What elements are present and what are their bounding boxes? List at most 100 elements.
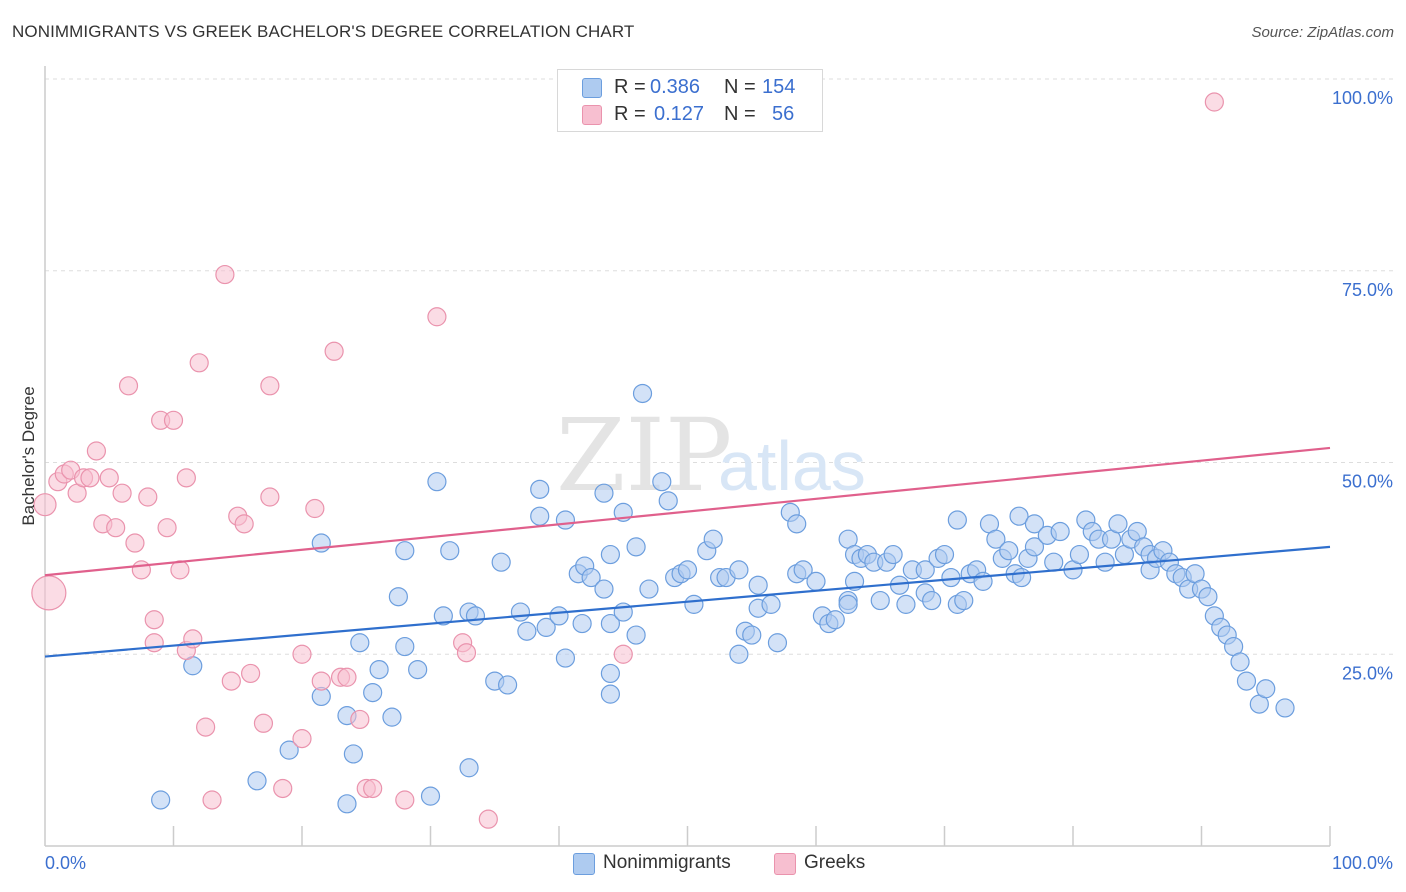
data-point-nonimmigrants	[555, 510, 576, 530]
data-point-greeks	[176, 468, 196, 488]
data-point-greeks	[125, 533, 145, 553]
data-point-nonimmigrants	[247, 771, 267, 791]
points-layer	[31, 92, 1295, 829]
data-point-nonimmigrants	[806, 571, 826, 591]
data-point-nonimmigrants	[883, 544, 903, 565]
y-tick-label: 50.0%	[1342, 472, 1393, 492]
data-point-nonimmigrants	[600, 684, 621, 704]
data-point-nonimmigrants	[677, 560, 698, 580]
watermark-atlas: atlas	[718, 427, 866, 505]
legend-n-value: 154	[762, 76, 796, 98]
chart-title: NONIMMIGRANTS VS GREEK BACHELOR'S DEGREE…	[12, 22, 635, 41]
data-point-greeks	[478, 809, 498, 829]
data-point-greeks	[395, 790, 415, 810]
data-point-nonimmigrants	[555, 648, 576, 668]
data-point-nonimmigrants	[947, 510, 967, 530]
data-point-nonimmigrants	[626, 625, 646, 645]
data-point-nonimmigrants	[491, 552, 511, 572]
trend-layer	[44, 446, 1331, 658]
data-point-nonimmigrants	[767, 633, 788, 653]
data-point-nonimmigrants	[793, 560, 813, 580]
data-point-nonimmigrants	[279, 740, 299, 760]
data-point-greeks	[138, 487, 158, 507]
watermark-zip: ZIP	[556, 397, 732, 514]
data-point-nonimmigrants	[395, 541, 415, 561]
data-point-nonimmigrants	[986, 529, 1006, 549]
data-point-greeks	[112, 483, 132, 503]
data-point-greeks	[99, 468, 119, 488]
data-point-nonimmigrants	[922, 590, 942, 611]
data-point-nonimmigrants	[1230, 652, 1250, 672]
label-layer: 25.0% 50.0% 75.0% 100.0% 0.0% 100.0% Bachelor'…	[19, 88, 1393, 873]
data-point-nonimmigrants	[844, 571, 865, 591]
data-point-nonimmigrants	[652, 472, 672, 492]
data-point-nonimmigrants	[600, 663, 621, 684]
data-point-nonimmigrants	[517, 621, 537, 641]
data-point-greeks	[260, 376, 280, 396]
data-point-nonimmigrants	[343, 744, 363, 764]
data-point-greeks	[157, 518, 177, 538]
data-point-nonimmigrants	[549, 606, 569, 626]
data-point-nonimmigrants	[408, 659, 428, 680]
data-point-nonimmigrants	[1095, 552, 1115, 572]
data-point-greeks	[363, 778, 383, 799]
data-point-greeks	[292, 644, 312, 664]
data-point-nonimmigrants	[941, 567, 961, 588]
legend-r-value: 0.127	[654, 103, 705, 125]
stats-legend: R = 0.386 N = 154 R = 0.127 N = 56	[557, 69, 823, 132]
data-point-nonimmigrants	[395, 636, 415, 657]
legend-swatch-blue	[573, 853, 595, 875]
data-point-greeks	[311, 671, 331, 691]
data-point-greeks	[273, 778, 293, 799]
data-point-greeks	[202, 790, 222, 810]
data-point-nonimmigrants	[1009, 506, 1029, 526]
data-point-nonimmigrants	[530, 506, 550, 526]
data-point-nonimmigrants	[787, 514, 807, 534]
legend-swatch-pink	[582, 105, 602, 125]
data-point-greeks	[221, 671, 241, 691]
data-point-nonimmigrants	[1024, 537, 1045, 557]
data-point-greeks	[456, 643, 477, 663]
data-point-greeks	[189, 353, 209, 373]
data-point-nonimmigrants	[465, 606, 486, 626]
data-point-greeks	[106, 518, 126, 538]
data-point-nonimmigrants	[632, 383, 653, 404]
legend-label-nonimmigrants: Nonimmigrants	[603, 852, 731, 873]
data-point-greeks	[31, 575, 67, 611]
data-point-nonimmigrants	[934, 544, 955, 565]
data-point-greeks	[215, 264, 235, 285]
chart-source: Source: ZipAtlas.com	[1251, 24, 1394, 41]
data-point-nonimmigrants	[1069, 544, 1090, 565]
data-point-nonimmigrants	[1198, 587, 1218, 607]
data-point-nonimmigrants	[600, 613, 621, 634]
data-point-nonimmigrants	[581, 567, 601, 588]
data-point-nonimmigrants	[838, 594, 858, 614]
data-point-nonimmigrants	[825, 610, 845, 630]
data-point-greeks	[260, 487, 280, 507]
data-point-nonimmigrants	[626, 537, 646, 557]
legend-n-label: N =	[724, 103, 756, 125]
legend-label-greeks: Greeks	[804, 852, 866, 873]
legend-r-value: 0.386	[650, 76, 701, 98]
data-point-nonimmigrants	[896, 594, 916, 614]
data-point-nonimmigrants	[729, 644, 749, 664]
data-point-greeks	[80, 468, 100, 488]
legend-swatch-blue	[582, 78, 602, 98]
legend-n-label: N =	[724, 76, 756, 98]
data-point-greeks	[1204, 92, 1224, 112]
data-point-nonimmigrants	[1024, 514, 1045, 534]
data-point-nonimmigrants	[530, 479, 550, 499]
data-point-greeks	[305, 498, 325, 519]
data-point-nonimmigrants	[594, 483, 614, 503]
data-point-nonimmigrants	[440, 541, 460, 561]
data-point-nonimmigrants	[498, 675, 518, 695]
data-point-nonimmigrants	[1044, 552, 1064, 572]
data-point-nonimmigrants	[1108, 514, 1128, 534]
data-point-greeks	[163, 410, 184, 430]
data-point-greeks	[234, 514, 254, 534]
data-point-nonimmigrants	[999, 541, 1019, 561]
y-axis-label: Bachelor's Degree	[19, 386, 38, 525]
trend-line-nonimmigrants	[44, 545, 1331, 658]
watermark: ZIP atlas	[556, 397, 866, 514]
data-point-nonimmigrants	[1275, 698, 1295, 718]
